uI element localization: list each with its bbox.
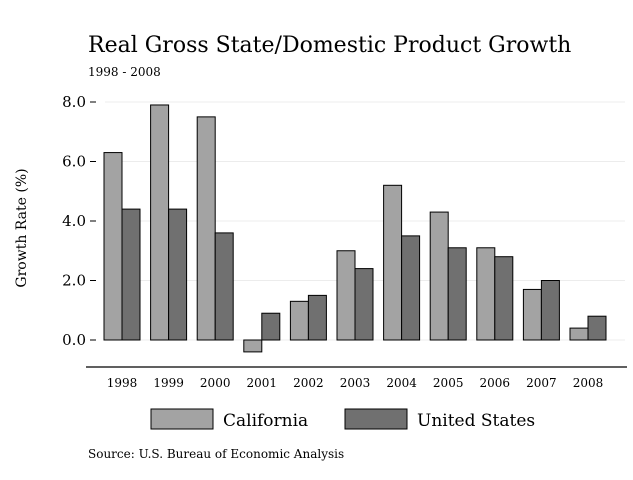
legend-label-california: California [223,411,308,431]
bar-california-2007 [522,288,542,341]
chart-title: Real Gross State/Domestic Product Growth [88,33,571,58]
legend: California United States [150,408,535,431]
bar-united-states-2008 [587,315,607,341]
y-tick-label: 4.0 [62,212,86,230]
legend-swatch-united-states [344,408,408,430]
bar-california-2004 [383,184,403,341]
bars [103,104,607,353]
x-tick-label: 2005 [433,376,464,390]
y-axis-label: Growth Rate (%) [14,168,30,287]
bar-united-states-2007 [540,280,560,341]
bar-california-2008 [569,327,589,341]
y-tick-label: 2.0 [62,272,86,290]
bar-united-states-2000 [214,232,234,341]
bar-california-2002 [289,300,309,341]
x-tick-label: 2003 [340,376,371,390]
bar-united-states-1999 [168,208,188,341]
bar-california-2005 [429,211,449,341]
bar-california-2003 [336,250,356,341]
y-tick-label: 8.0 [62,93,86,111]
x-tick-label: 2000 [200,376,231,390]
legend-label-united-states: United States [417,411,535,431]
axes: 0.0 2.0 4.0 6.0 8.0 1998 1999 2000 2001 2002 2003 2… [62,93,627,390]
x-tick-label: 2002 [293,376,324,390]
bar-united-states-2003 [354,268,374,341]
bar-california-1998 [103,152,123,341]
x-tick-label: 2007 [526,376,557,390]
y-tick-label: 0.0 [62,331,86,349]
source-note: Source: U.S. Bureau of Economic Analysis [88,447,344,461]
bar-united-states-2006 [494,256,514,341]
x-tick-label: 2001 [247,376,278,390]
bar-california-2006 [476,247,496,341]
bar-united-states-2004 [401,235,421,341]
bar-united-states-1998 [121,208,141,341]
bar-united-states-2005 [447,247,467,341]
bar-united-states-2001 [261,312,281,341]
x-tick-label: 1999 [153,376,184,390]
x-tick-label: 2008 [573,376,604,390]
x-tick-label: 2004 [386,376,417,390]
bar-california-1999 [150,104,170,341]
bar-california-2000 [196,116,216,341]
x-tick-label: 2006 [480,376,511,390]
y-tick-label: 6.0 [62,153,86,171]
chart-subtitle: 1998 - 2008 [88,65,161,79]
bar-united-states-2002 [307,294,327,341]
x-tick-label: 1998 [107,376,138,390]
legend-swatch-california [150,408,214,430]
bar-california-2001 [243,339,263,353]
